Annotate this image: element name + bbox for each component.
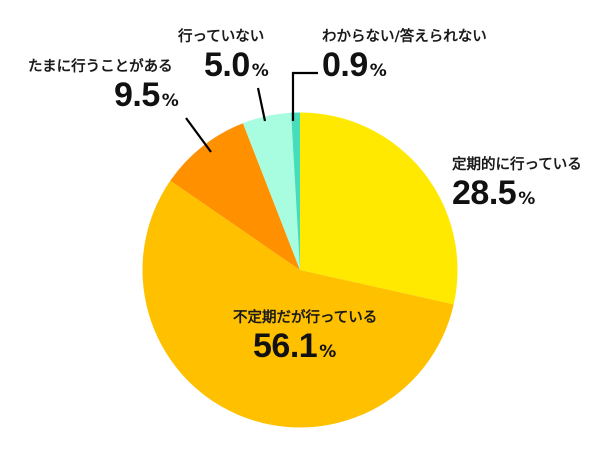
label-unknown-value: 0.9: [322, 46, 368, 84]
label-unknown-category: わからない/答えられない: [322, 29, 487, 45]
label-occasionally-value: 9.5: [114, 76, 160, 114]
label-occasionally-unit: %: [161, 91, 179, 111]
label-unknown: わからない/答えられない 0.9%: [322, 25, 487, 82]
label-regular: 定期的に行っている 28.5%: [452, 153, 582, 210]
label-not-going-unit: %: [251, 61, 269, 81]
leader-lines: [185, 71, 318, 153]
label-irregular-unit: %: [319, 342, 337, 362]
label-occasionally: たまに行うことがある 9.5%: [28, 55, 179, 112]
leader-line-unknown: [291, 71, 318, 121]
label-irregular: 不定期だが行っている 56.1%: [233, 306, 377, 363]
label-regular-category: 定期的に行っている: [452, 157, 582, 173]
leader-line-not-going: [256, 87, 267, 122]
label-irregular-category: 不定期だが行っている: [233, 310, 378, 326]
label-irregular-value: 56.1: [253, 327, 318, 365]
label-regular-value: 28.5: [452, 174, 517, 212]
label-not-going-value: 5.0: [204, 46, 250, 84]
label-unknown-unit: %: [369, 61, 387, 81]
slice-regular: [300, 112, 458, 305]
label-regular-unit: %: [518, 189, 536, 209]
label-not-going: 行っていない 5.0%: [178, 25, 269, 82]
label-occasionally-category: たまに行うことがある: [28, 59, 173, 75]
slice-not-going: [242, 112, 300, 270]
pie-slices: [142, 112, 458, 428]
slice-irregular: [142, 180, 454, 428]
label-not-going-category: 行っていない: [178, 29, 265, 45]
leader-line-occasionally: [185, 117, 212, 153]
slice-occasionally: [170, 123, 300, 270]
slice-unknown: [291, 112, 300, 270]
